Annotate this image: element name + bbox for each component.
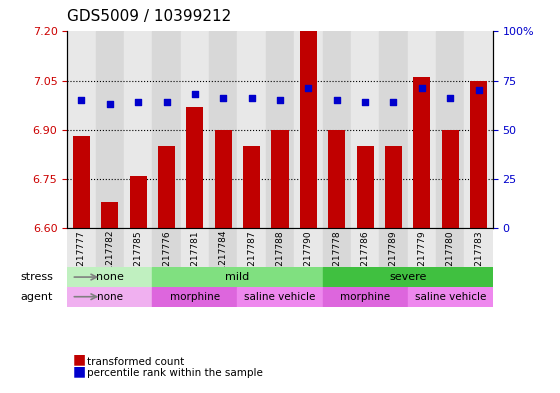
Point <box>190 91 199 97</box>
Bar <box>96 228 124 267</box>
Bar <box>323 228 351 267</box>
Bar <box>96 31 124 228</box>
Bar <box>186 107 203 228</box>
Point <box>247 95 256 101</box>
Text: GDS5009 / 10399212: GDS5009 / 10399212 <box>67 9 231 24</box>
Bar <box>442 130 459 228</box>
Bar <box>237 31 266 228</box>
Bar <box>124 228 152 267</box>
Bar <box>152 228 181 267</box>
Text: ■: ■ <box>73 364 86 378</box>
Bar <box>243 146 260 228</box>
Text: GSM1217786: GSM1217786 <box>361 230 370 290</box>
Bar <box>124 31 152 228</box>
Point <box>219 95 228 101</box>
Text: percentile rank within the sample: percentile rank within the sample <box>87 369 263 378</box>
Point <box>162 99 171 105</box>
Bar <box>408 31 436 228</box>
Bar <box>408 228 436 267</box>
Text: saline vehicle: saline vehicle <box>414 292 486 302</box>
Bar <box>272 130 288 228</box>
Text: severe: severe <box>389 272 426 282</box>
Bar <box>351 228 379 267</box>
Point <box>446 95 455 101</box>
Bar <box>73 136 90 228</box>
Text: saline vehicle: saline vehicle <box>244 292 316 302</box>
Text: GSM1217780: GSM1217780 <box>446 230 455 290</box>
Bar <box>266 31 294 228</box>
Bar <box>357 146 374 228</box>
Point <box>105 101 114 107</box>
Text: GSM1217787: GSM1217787 <box>247 230 256 290</box>
Text: GSM1217776: GSM1217776 <box>162 230 171 290</box>
Bar <box>436 31 464 228</box>
Bar <box>470 81 487 228</box>
Bar <box>209 228 237 267</box>
Text: GSM1217788: GSM1217788 <box>276 230 284 290</box>
Point <box>332 97 341 103</box>
Bar <box>436 228 464 267</box>
Text: GSM1217777: GSM1217777 <box>77 230 86 290</box>
Text: GSM1217790: GSM1217790 <box>304 230 313 290</box>
Bar <box>181 31 209 228</box>
Text: GSM1217782: GSM1217782 <box>105 230 114 290</box>
Text: morphine: morphine <box>170 292 220 302</box>
Bar <box>209 31 237 228</box>
Bar <box>101 202 118 228</box>
Point <box>389 99 398 105</box>
Bar <box>408 287 493 307</box>
Bar <box>237 228 266 267</box>
Bar <box>464 228 493 267</box>
Text: agent: agent <box>21 292 53 302</box>
Text: transformed count: transformed count <box>87 357 184 367</box>
Point <box>474 87 483 94</box>
Bar <box>67 31 96 228</box>
Bar <box>300 31 317 228</box>
Point <box>304 85 313 92</box>
Bar <box>328 130 346 228</box>
Bar <box>323 287 408 307</box>
Text: GSM1217779: GSM1217779 <box>417 230 426 290</box>
Bar <box>152 267 323 287</box>
Bar <box>413 77 431 228</box>
Text: GSM1217778: GSM1217778 <box>332 230 341 290</box>
Bar <box>181 228 209 267</box>
Bar <box>129 176 147 228</box>
Bar <box>294 228 323 267</box>
Bar <box>323 31 351 228</box>
Text: ■: ■ <box>73 353 86 367</box>
Text: mild: mild <box>225 272 250 282</box>
Text: GSM1217784: GSM1217784 <box>219 230 228 290</box>
Bar <box>266 228 294 267</box>
Bar <box>237 287 323 307</box>
Text: GSM1217781: GSM1217781 <box>190 230 199 290</box>
Bar <box>323 267 493 287</box>
Text: GSM1217785: GSM1217785 <box>134 230 143 290</box>
Bar <box>351 31 379 228</box>
Point <box>361 99 370 105</box>
Bar <box>379 228 408 267</box>
Point <box>276 97 284 103</box>
Bar <box>385 146 402 228</box>
Point <box>417 85 426 92</box>
Bar <box>152 31 181 228</box>
Bar <box>379 31 408 228</box>
Bar <box>294 31 323 228</box>
Text: GSM1217789: GSM1217789 <box>389 230 398 290</box>
Bar <box>214 130 232 228</box>
Text: none: none <box>97 292 123 302</box>
Bar <box>67 228 96 267</box>
Text: morphine: morphine <box>340 292 390 302</box>
Text: stress: stress <box>20 272 53 282</box>
Point <box>77 97 86 103</box>
Bar <box>152 287 237 307</box>
Bar <box>464 31 493 228</box>
Bar <box>67 287 152 307</box>
Text: none: none <box>96 272 124 282</box>
Bar <box>158 146 175 228</box>
Text: GSM1217783: GSM1217783 <box>474 230 483 290</box>
Point <box>134 99 143 105</box>
Bar <box>67 267 152 287</box>
